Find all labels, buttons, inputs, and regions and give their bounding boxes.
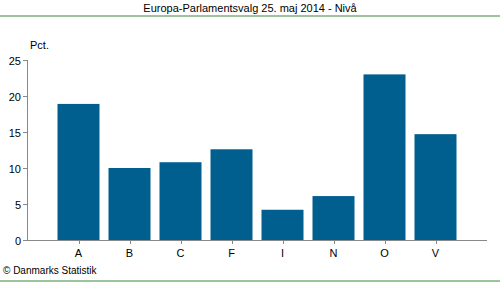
- x-tick: [385, 240, 386, 244]
- y-axis-label: Pct.: [30, 39, 49, 51]
- x-tick-label: I: [281, 247, 284, 259]
- x-tick: [283, 240, 284, 244]
- x-tick-label: N: [330, 247, 338, 259]
- x-tick: [232, 240, 233, 244]
- x-tick: [436, 240, 437, 244]
- bar: [160, 162, 202, 240]
- y-tick-label: 5: [15, 199, 21, 211]
- y-tick: [23, 60, 27, 61]
- x-tick-label: F: [228, 247, 235, 259]
- x-tick-label: C: [177, 247, 185, 259]
- x-tick-label: A: [75, 247, 83, 259]
- bar: [364, 74, 406, 240]
- x-tick-label: O: [380, 247, 389, 259]
- x-tick: [79, 240, 80, 244]
- y-tick-label: 25: [9, 55, 21, 67]
- y-tick: [23, 168, 27, 169]
- source: © Danmarks Statistik: [3, 265, 98, 276]
- y-axis: [27, 60, 28, 240]
- x-tick: [181, 240, 182, 244]
- x-tick: [334, 240, 335, 244]
- bar: [313, 196, 355, 240]
- chart-root: Europa-Parlamentsvalg 25. maj 2014 - Niv…: [0, 0, 500, 282]
- title-rule: [0, 16, 500, 17]
- bar: [415, 134, 457, 240]
- x-tick-label: V: [432, 247, 440, 259]
- y-tick: [23, 132, 27, 133]
- x-axis: [27, 240, 487, 241]
- bars: [58, 74, 457, 240]
- x-tick: [130, 240, 131, 244]
- bar: [262, 210, 304, 240]
- bar: [211, 149, 253, 240]
- x-tick-label: B: [126, 247, 133, 259]
- y-tick: [23, 240, 27, 241]
- y-tick: [23, 204, 27, 205]
- bar: [109, 168, 151, 240]
- chart: Europa-Parlamentsvalg 25. maj 2014 - Niv…: [0, 0, 500, 282]
- y-tick-label: 10: [9, 163, 21, 175]
- y-tick-label: 20: [9, 91, 21, 103]
- y-tick-label: 15: [9, 127, 21, 139]
- title: Europa-Parlamentsvalg 25. maj 2014 - Niv…: [143, 2, 357, 14]
- bar: [58, 104, 100, 240]
- bottom-rule: [0, 281, 500, 282]
- y-tick-label: 0: [15, 235, 21, 247]
- y-tick: [23, 96, 27, 97]
